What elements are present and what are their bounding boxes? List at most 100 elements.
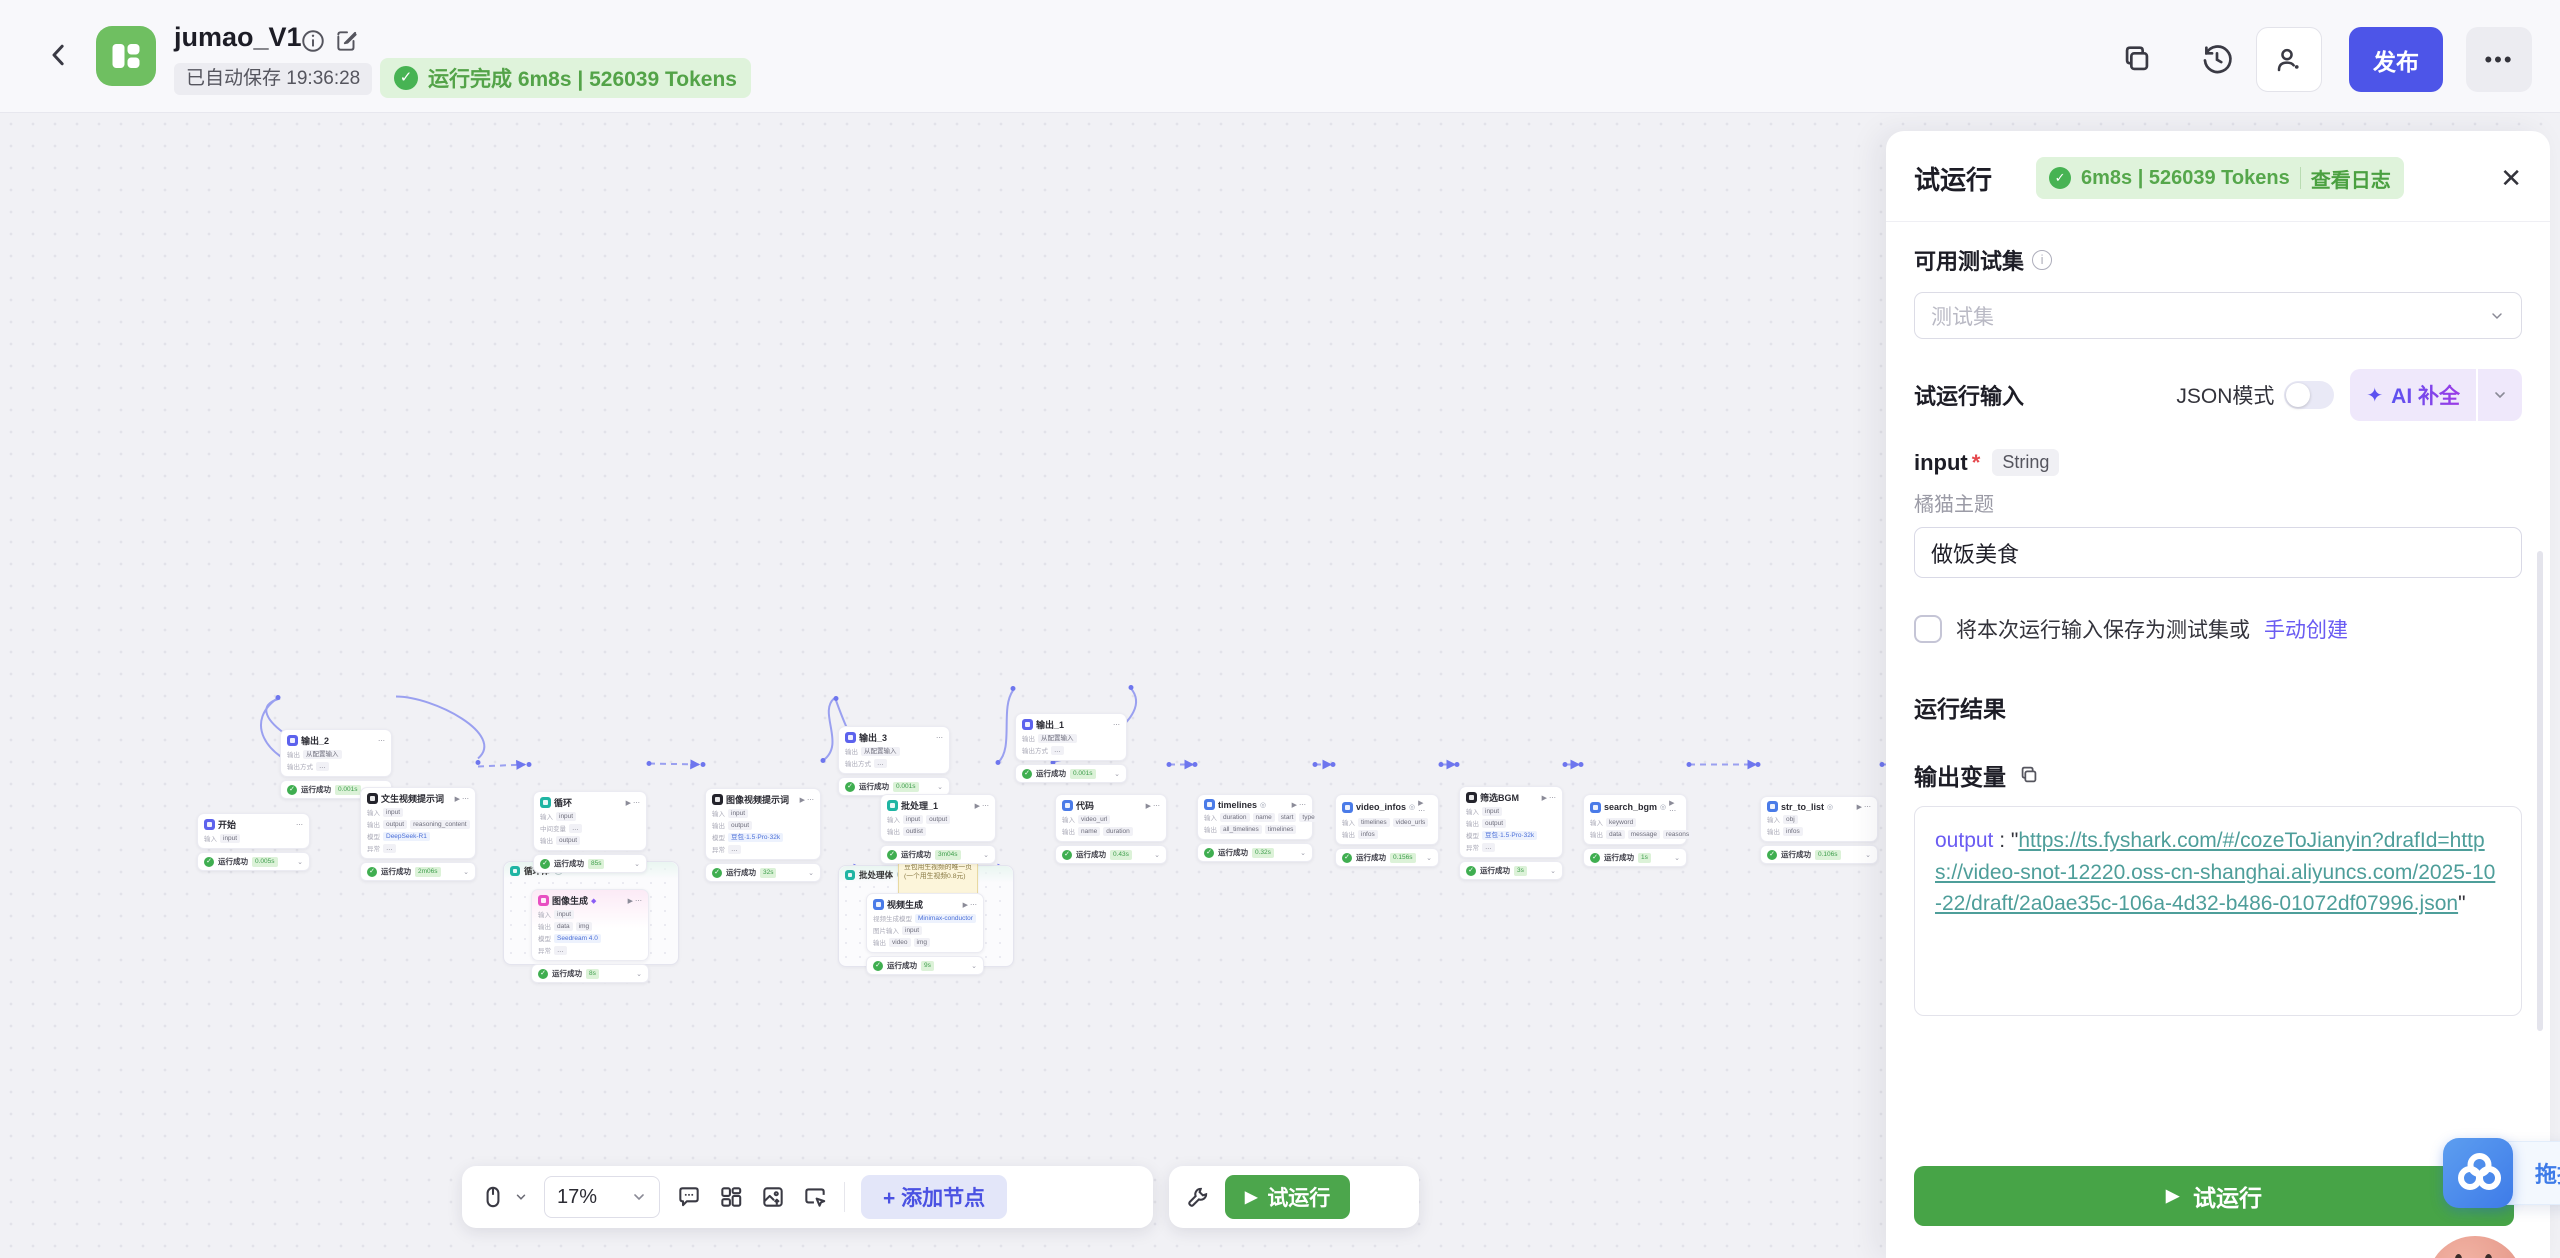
import-image-icon[interactable]	[760, 1184, 786, 1210]
publish-button[interactable]: 发布	[2349, 27, 2443, 92]
workflow-node-3[interactable]: 循环 ▶ ⋯ 输入 input 中间变量… 输出 output ✓ 运行成功 85s ⌄	[533, 791, 647, 873]
node-actions[interactable]: ▶ ⋯	[1145, 802, 1160, 810]
workflow-node-7[interactable]: 批处理_1 ▶ ⋯ 输入 input output 输出 outlist ✓ 运行成功 …	[880, 794, 996, 864]
edit-title-icon[interactable]	[334, 28, 360, 59]
node-actions[interactable]: ⋯	[1113, 721, 1120, 729]
node-status-bar[interactable]: ✓ 运行成功 85s ⌄	[533, 854, 647, 873]
node-duration: 3m04s	[935, 849, 961, 860]
cursor-mode-icon[interactable]	[480, 1184, 506, 1210]
node-duration: 0.43s	[1110, 849, 1132, 860]
node-status-bar[interactable]: ✓ 运行成功 9s ⌄	[866, 956, 984, 975]
node-duration: 0.32s	[1252, 847, 1274, 858]
node-duration: 0.005s	[252, 856, 278, 867]
workflow-node-6[interactable]: 输出_3 ⋯ 输出 从配置输入 输出方式… ✓ 运行成功 0.001s ⌄	[838, 726, 950, 796]
add-node-button[interactable]: + 添加节点	[861, 1175, 1008, 1219]
back-button[interactable]	[44, 40, 74, 70]
chevron-down-icon	[634, 1194, 644, 1201]
collaborators-button[interactable]	[2256, 27, 2322, 92]
node-actions[interactable]: ▶ ⋯	[625, 799, 640, 807]
json-mode-toggle[interactable]	[2284, 381, 2335, 409]
node-status-bar[interactable]: ✓ 运行成功 32s ⌄	[705, 863, 821, 882]
workflow-info-icon[interactable]	[300, 28, 326, 59]
cloud-disk-icon[interactable]	[2443, 1138, 2513, 1208]
workflow-node-11[interactable]: timelines ◎ ▶ ⋯ 输入 duration name start type 输…	[1197, 794, 1318, 862]
node-actions[interactable]: ▶ ⋯	[454, 795, 469, 803]
workflow-node-8[interactable]: 输出_1 ⋯ 输出 从配置输入 输出方式… ✓ 运行成功 0.001s ⌄	[1015, 713, 1127, 783]
node-status-bar[interactable]: ✓ 运行成功 3s ⌄	[1459, 861, 1563, 880]
frame-select-icon[interactable]	[802, 1184, 828, 1210]
container-icon	[845, 869, 855, 880]
node-status-bar[interactable]: ✓ 运行成功 1s ⌄	[1583, 848, 1687, 867]
node-actions[interactable]: ▶ ⋯	[627, 897, 642, 905]
input-value-field[interactable]	[1914, 527, 2522, 578]
check-icon: ✓	[1022, 768, 1032, 779]
node-status-bar[interactable]: ✓ 运行成功 0.106s ⌄	[1760, 845, 1878, 864]
output-value-box[interactable]: output : "https://ts.fyshark.com/#/cozeT…	[1914, 806, 2522, 1016]
node-actions[interactable]: ▶ ⋯	[1856, 803, 1871, 811]
output-url-link[interactable]: https://ts.fyshark.com/#/cozeToJianyin?d…	[1935, 829, 2496, 915]
node-actions[interactable]: ▶ ⋯	[1418, 800, 1426, 815]
panel-scrollbar[interactable]	[2537, 551, 2543, 1031]
check-icon: ✓	[873, 960, 883, 971]
ai-complete-chevron[interactable]	[2478, 369, 2522, 421]
auto-layout-icon[interactable]	[718, 1184, 744, 1210]
node-actions[interactable]: ▶ ⋯	[962, 901, 977, 909]
workflow-node-0[interactable]: 开始 ⋯ 输入 input ✓ 运行成功 0.005s ⌄	[197, 813, 310, 871]
ai-complete-button[interactable]: ✦ AI 补全	[2350, 369, 2522, 421]
workflow-node-12[interactable]: video_infos ◎ ▶ ⋯ 输入 timelines video_urls 输…	[1335, 794, 1439, 867]
zoom-level-select[interactable]: 17%	[544, 1176, 660, 1218]
chevron-down-icon: ⌄	[1426, 854, 1432, 862]
workflow-node-2[interactable]: 文生视频提示词 ▶ ⋯ 输入 input 输出 output reasoning_con…	[360, 787, 476, 881]
optimize-wrench-icon[interactable]	[1185, 1184, 1211, 1210]
manual-create-link[interactable]: 手动创建	[2264, 619, 2348, 642]
assistant-avatar[interactable]	[2427, 1236, 2523, 1258]
node-status-bar[interactable]: ✓ 运行成功 0.43s ⌄	[1055, 845, 1167, 864]
workflow-node-9[interactable]: 视频生成 ▶ ⋯ 视频生成模型 Minimax-conductor 图片输入 inpu…	[866, 893, 984, 975]
node-title: 循环	[554, 798, 573, 808]
node-icon	[540, 797, 551, 808]
history-icon[interactable]	[2200, 42, 2234, 76]
test-run-button-panel[interactable]: ▶ 试运行	[1914, 1166, 2514, 1226]
node-status-bar[interactable]: ✓ 运行成功 0.001s ⌄	[1015, 764, 1127, 783]
node-actions[interactable]: ⋯	[378, 737, 385, 745]
node-status-bar[interactable]: ✓ 运行成功 0.156s ⌄	[1335, 848, 1439, 867]
duplicate-icon[interactable]	[2120, 42, 2154, 76]
node-actions[interactable]: ▶ ⋯	[974, 802, 989, 810]
play-icon: ▶	[1245, 1189, 1258, 1206]
testset-select[interactable]: 测试集	[1914, 292, 2522, 339]
save-as-testset-checkbox[interactable]	[1914, 615, 1942, 643]
workflow-node-10[interactable]: 代码 ▶ ⋯ 输入 video_url 输出 name duration ✓ 运行成功 …	[1055, 794, 1167, 864]
test-run-button-toolbar[interactable]: ▶ 试运行	[1225, 1175, 1351, 1219]
netdisk-drag-widget[interactable]: 拖拽	[2443, 1136, 2560, 1210]
node-status-bar[interactable]: ✓ 运行成功 3m04s ⌄	[880, 845, 996, 864]
workflow-node-15[interactable]: str_to_list ◎ ▶ ⋯ 输入 obj 输出 infos ✓ 运行成功 0.…	[1760, 796, 1878, 864]
node-status-bar[interactable]: ✓ 运行成功 0.32s ⌄	[1197, 843, 1313, 862]
panel-divider	[1886, 221, 2550, 222]
node-actions[interactable]: ▶ ⋯	[1541, 794, 1556, 802]
chevron-down-icon: ⌄	[636, 970, 642, 978]
close-panel-icon[interactable]: ✕	[2500, 163, 2522, 193]
workflow-node-14[interactable]: search_bgm ◎ ▶ ⋯ 输入 keyword 输出 data message r…	[1583, 794, 1693, 867]
workflow-node-5[interactable]: 图像视频提示词 ▶ ⋯ 输入 input 输出 output 模型 豆包·1.5·Pro·…	[705, 788, 821, 882]
node-actions[interactable]: ▶ ⋯	[1291, 801, 1306, 809]
node-actions[interactable]: ⋯	[936, 734, 943, 742]
comment-icon[interactable]	[676, 1184, 702, 1210]
node-title: 文生视频提示词	[381, 794, 445, 804]
node-status-bar[interactable]: ✓ 运行成功 2m06s ⌄	[360, 862, 476, 881]
node-title: 输出_2	[301, 736, 330, 746]
sparkle-icon: ✦	[2366, 384, 2384, 407]
node-actions[interactable]: ▶ ⋯	[1669, 800, 1677, 815]
node-actions[interactable]: ▶ ⋯	[799, 796, 814, 804]
play-icon: ▶	[2165, 1186, 2180, 1205]
more-options-button[interactable]: •••	[2466, 27, 2532, 92]
info-icon[interactable]: i	[2032, 250, 2053, 270]
node-status-bar[interactable]: ✓ 运行成功 0.005s ⌄	[197, 852, 310, 871]
node-status-bar[interactable]: ✓ 运行成功 8s ⌄	[531, 964, 649, 983]
copy-icon[interactable]	[2018, 764, 2040, 786]
workflow-node-4[interactable]: 图像生成 ◆ ▶ ⋯ 输入 input 输出 data img 模型 Seedream 4.…	[531, 889, 649, 983]
node-actions[interactable]: ⋯	[296, 821, 303, 829]
view-log-link[interactable]: 查看日志	[2310, 169, 2391, 192]
cursor-mode-chevron-icon[interactable]	[514, 1190, 528, 1204]
workflow-node-13[interactable]: 筛选BGM ▶ ⋯ 输入 input 输出 output 模型 豆包·1.5·Pro·32…	[1459, 786, 1563, 880]
